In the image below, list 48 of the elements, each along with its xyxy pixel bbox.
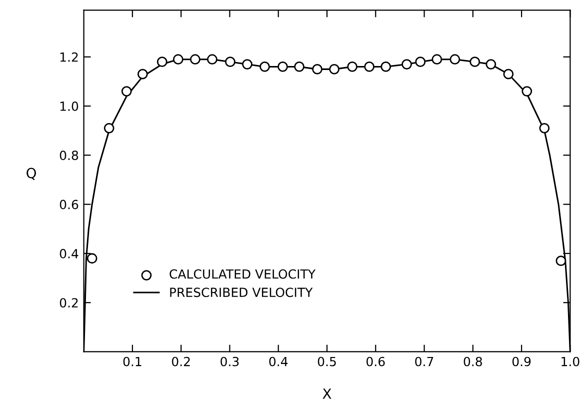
x-tick-label: 0.3 [220, 356, 239, 366]
point [225, 56, 236, 68]
x-tick-label: 0.5 [318, 356, 336, 366]
y-tick-label: 0.6 [60, 200, 78, 210]
point [86, 253, 98, 264]
x-tick-label: 0.7 [415, 356, 434, 366]
x-tick-label: 0.6 [366, 356, 385, 366]
point [329, 64, 340, 74]
point [190, 54, 200, 65]
point [415, 56, 426, 68]
x-tick-label: 0.9 [512, 356, 531, 366]
x-tick-label: 0.2 [172, 356, 190, 366]
point [137, 68, 148, 80]
point [539, 122, 550, 134]
point [486, 59, 496, 70]
point [294, 62, 304, 72]
point [556, 256, 566, 266]
point [242, 59, 252, 70]
point [156, 56, 168, 68]
point [470, 56, 480, 68]
legend-label: CALCULATED VELOCITY [170, 269, 316, 279]
point [172, 54, 184, 65]
point [503, 68, 514, 80]
point [260, 62, 270, 72]
point [347, 62, 358, 72]
x-tick-label: 1.0 [562, 356, 580, 366]
legend-label: PRESCRIBED VELOCITY [170, 288, 313, 298]
y-tick-label: 1.0 [60, 102, 78, 111]
x-tick-label: 0.1 [123, 356, 142, 366]
y-tick-label: 0.8 [60, 150, 78, 160]
point [402, 59, 412, 70]
point [522, 86, 532, 96]
point [278, 62, 288, 72]
point [104, 122, 114, 134]
point [312, 64, 322, 74]
point [450, 54, 460, 65]
y-axis-title: Q [26, 168, 36, 180]
point [207, 54, 218, 65]
x-tick-label: 0.4 [269, 356, 288, 366]
y-tick-label: 0.4 [60, 248, 78, 258]
x-axis-title: X [322, 388, 332, 399]
x-tick-label: 0.8 [464, 356, 482, 366]
y-tick-label: 1.2 [60, 52, 78, 62]
point [364, 62, 374, 72]
point [380, 62, 392, 72]
point [121, 86, 132, 96]
y-tick-label: 0.2 [60, 298, 78, 308]
point [432, 54, 442, 65]
